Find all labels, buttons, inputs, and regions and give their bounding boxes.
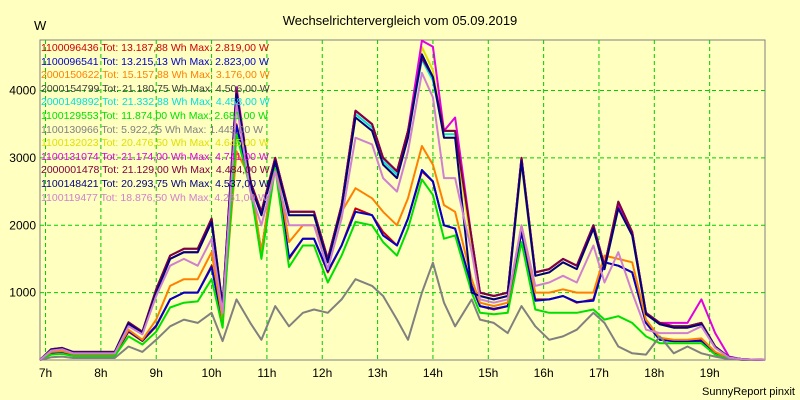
legend-entry: 2000150622 Tot: 15.157,88 Wh Max: 3.176,…	[41, 69, 270, 82]
series-line-1100096541	[39, 124, 766, 361]
x-tick-label: 8h	[94, 366, 107, 380]
y-tick-label: 4000	[9, 84, 36, 98]
legend-entry: 1100096436 Tot: 13.187,88 Wh Max: 2.819,…	[41, 42, 269, 54]
x-tick-label: 7h	[39, 366, 52, 380]
legend-entry: 1100130966 Tot: 5.922,25 Wh Max: 1.445,0…	[41, 123, 264, 136]
legend-entry: 2000154799 Tot: 21.180,75 Wh Max: 4.506,…	[41, 82, 270, 95]
x-tick-label: 14h	[423, 366, 443, 380]
legend-entry: 1100132023 Tot: 20.476,50 Wh Max: 4.645,…	[41, 137, 269, 150]
chart-title: Wechselrichtervergleich vom 05.09.2019	[283, 13, 518, 28]
x-tick-label: 17h	[589, 366, 609, 380]
legend-entry: 1100129553 Tot: 11.874,00 Wh Max: 2.681,…	[41, 109, 269, 122]
y-axis-ticks: 1000 2000 3000 4000	[9, 84, 36, 300]
x-tick-label: 13h	[368, 366, 388, 380]
legend-entry: 2000001478 Tot: 21.129,00 Wh Max: 4.484,…	[41, 164, 270, 177]
x-tick-label: 11h	[257, 366, 276, 380]
x-tick-label: 19h	[700, 366, 720, 380]
y-tick-label: 3000	[9, 151, 36, 165]
grid-lines	[40, 40, 765, 360]
legend-entry: 1100119477 Tot: 18.876,50 Wh Max: 4.261,…	[41, 191, 269, 204]
x-tick-label: 16h	[534, 366, 554, 380]
series-line-1100129553	[39, 133, 766, 361]
legend-entry: 1100096541 Tot: 13.215,13 Wh Max: 2.823,…	[41, 55, 269, 68]
x-tick-label: 18h	[644, 366, 664, 380]
y-tick-label: 1000	[9, 286, 36, 300]
series-line-2000150622	[39, 145, 766, 361]
series-line-1100148421	[39, 53, 766, 361]
x-tick-label: 9h	[150, 366, 163, 380]
series-line-2000001478	[39, 56, 766, 361]
y-axis-unit-label: W	[34, 18, 47, 33]
series-line-1100130966	[39, 261, 766, 361]
y-tick-label: 2000	[9, 218, 36, 232]
legend-entry: 2000149892 Tot: 21.332,88 Wh Max: 4.458,…	[41, 96, 270, 109]
x-tick-label: 10h	[202, 366, 222, 380]
footer-credit: SunnyReport pinxit	[702, 386, 795, 398]
plot-area-frame	[39, 39, 766, 361]
x-tick-label: 15h	[478, 366, 498, 380]
series-line-1100119477	[39, 71, 766, 361]
x-tick-label: 12h	[312, 366, 332, 380]
x-axis-ticks: 7h 8h 9h 10h 11h 12h 13h 14h 15h 16h 17h 18h 19h	[39, 366, 720, 380]
legend-entry: 1100131074 Tot: 21.174,00 Wh Max: 4.741,…	[41, 150, 269, 163]
legend-entry: 1100148421 Tot: 20.293,75 Wh Max: 4.537,…	[41, 177, 269, 190]
legend: 1100096436 Tot: 13.187,88 Wh Max: 2.819,…	[41, 42, 270, 205]
series-lines	[39, 39, 766, 361]
